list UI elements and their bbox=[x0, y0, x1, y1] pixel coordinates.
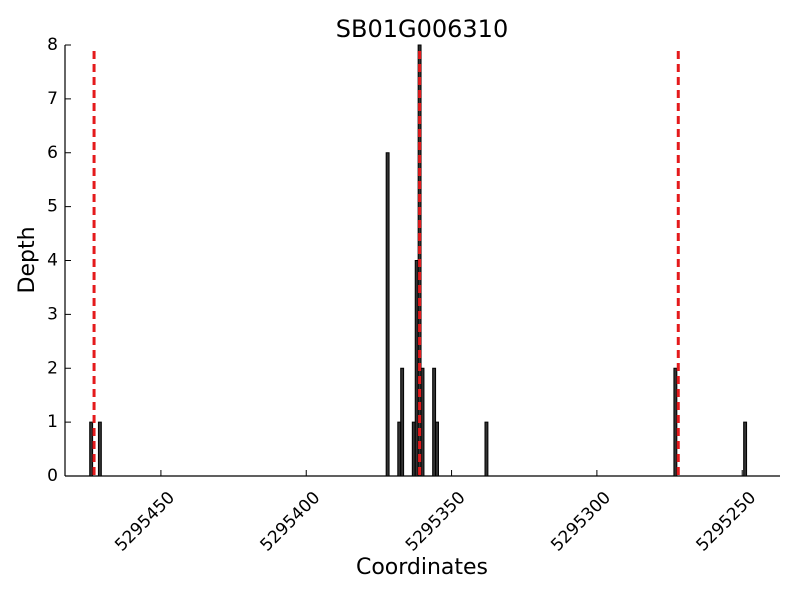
y-tick-label: 4 bbox=[47, 251, 58, 271]
x-tick-label: 5295250 bbox=[693, 488, 761, 556]
bar bbox=[89, 421, 94, 477]
y-tick-label: 1 bbox=[47, 412, 58, 432]
x-tick-label: 5295400 bbox=[257, 488, 325, 556]
y-axis-label: Depth bbox=[15, 226, 40, 293]
bar bbox=[420, 367, 425, 477]
y-tick-label: 8 bbox=[47, 35, 58, 55]
bar bbox=[400, 367, 405, 477]
x-tick-label: 5295300 bbox=[547, 488, 615, 556]
bar bbox=[385, 152, 390, 477]
bar bbox=[743, 421, 748, 477]
x-tick-label: 5295350 bbox=[402, 488, 470, 556]
chart-title: SB01G006310 bbox=[336, 15, 508, 43]
x-axis-label: Coordinates bbox=[356, 555, 488, 580]
y-tick-label: 6 bbox=[47, 143, 58, 163]
bar bbox=[97, 421, 102, 477]
bar bbox=[673, 367, 678, 477]
y-tick-label: 7 bbox=[47, 89, 58, 109]
y-tick-label: 5 bbox=[47, 197, 58, 217]
y-tick-label: 0 bbox=[47, 466, 58, 486]
x-tick-label: 5295450 bbox=[111, 488, 179, 556]
y-tick-label: 3 bbox=[47, 304, 58, 324]
bar bbox=[484, 421, 489, 477]
y-tick-label: 2 bbox=[47, 358, 58, 378]
bar bbox=[435, 421, 439, 477]
